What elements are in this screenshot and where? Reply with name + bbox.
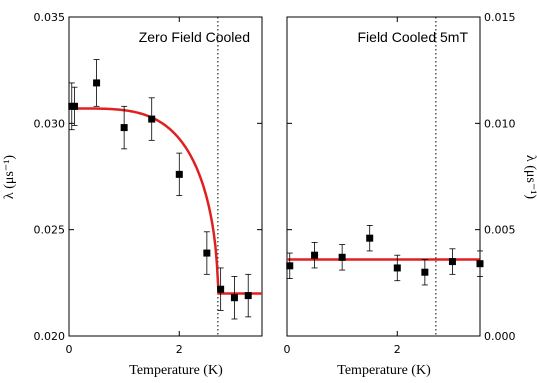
data-point (338, 253, 346, 261)
y-tick-label: 0.030 (34, 117, 66, 130)
data-point (366, 234, 374, 242)
data-point (203, 249, 211, 257)
data-point (476, 260, 484, 268)
data-point (175, 170, 183, 178)
y-axis-title-right: λ (μs⁻¹) (523, 155, 537, 199)
plot-frame-right (286, 16, 481, 337)
data-point (421, 268, 429, 276)
panel-zero-field-cooled: Zero Field Cooled Temperature (K) λ (μs⁻… (2, 11, 263, 378)
data-point (93, 79, 101, 87)
data-point (311, 251, 319, 259)
x-axis-title-right: Temperature (K) (337, 363, 431, 378)
panel-title-right: Field Cooled 5mT (358, 29, 469, 45)
y-tick-label: 0.020 (34, 330, 66, 343)
y-tick-label: 0.010 (484, 117, 516, 130)
data-point (71, 102, 79, 110)
panel-field-cooled: Field Cooled 5mT Temperature (K) λ (μs⁻¹… (284, 11, 537, 378)
x-tick-label: 2 (176, 343, 183, 356)
y-tick-label: 0.000 (484, 330, 516, 343)
data-point (217, 285, 225, 293)
data-point (393, 264, 401, 272)
x-tick-label: 2 (394, 343, 401, 356)
plot-frame-left (68, 16, 263, 337)
x-axis-title-left: Temperature (K) (129, 363, 223, 378)
data-point (120, 124, 128, 132)
y-axis-title-left: λ (μs⁻¹) (2, 155, 17, 199)
data-point (244, 292, 252, 300)
data-point (148, 115, 156, 123)
data-point (448, 258, 456, 266)
data-point (286, 262, 294, 270)
x-tick-label: 0 (284, 343, 291, 356)
y-tick-label: 0.025 (34, 224, 66, 237)
y-tick-label: 0.005 (484, 224, 516, 237)
data-point (230, 294, 238, 302)
y-tick-label: 0.035 (34, 11, 66, 24)
x-tick-label: 0 (66, 343, 73, 356)
y-tick-label: 0.015 (484, 11, 516, 24)
panel-title-left: Zero Field Cooled (139, 29, 250, 45)
fit-curve (69, 107, 262, 295)
